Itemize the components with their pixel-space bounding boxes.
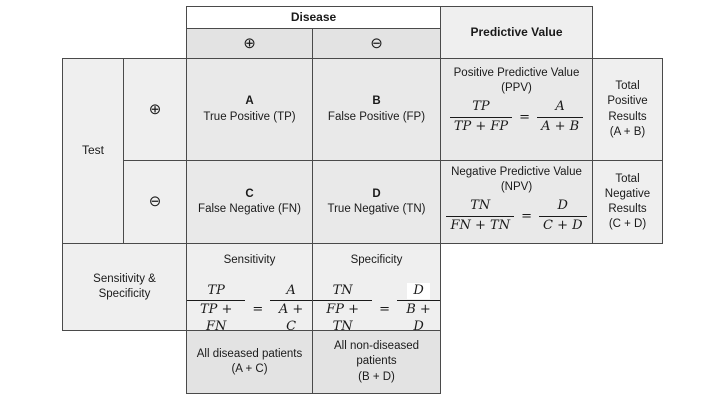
specificity-fraction-2: D B + D — [397, 283, 440, 335]
npv-abbr: (NPV) — [500, 181, 533, 194]
cell-c-letter: C — [245, 187, 254, 200]
ppv-fraction-2: A A + B — [537, 99, 584, 135]
npv-fraction-2: D C + D — [538, 198, 587, 234]
all-diseased-line: (A + C) — [231, 363, 268, 375]
npv-cell: Negative Predictive Value (NPV) TN FN + … — [440, 160, 593, 244]
ppv-cell: Positive Predictive Value (PPV) TP TP + … — [440, 58, 593, 161]
total-negative-line: Total — [615, 172, 640, 185]
all-non-diseased-patients-cell: All non-diseased patients (B + D) — [312, 330, 441, 394]
sens-spec-label-line: Specificity — [98, 288, 151, 300]
circled-minus-icon: ⊖ — [148, 193, 162, 211]
total-negative-line: (C + D) — [608, 218, 647, 231]
disease-positive-column-header: ⊕ — [186, 28, 313, 59]
circled-plus-icon: ⊕ — [243, 34, 256, 52]
cell-a-label: True Positive (TP) — [203, 110, 296, 123]
total-positive-line: Total — [615, 80, 640, 93]
specificity-cell: Specificity TN FP + TN = D B + D — [312, 243, 441, 334]
equals-sign: = — [521, 208, 532, 224]
total-negative-line: Negative — [604, 187, 651, 200]
all-diseased-patients-cell: All diseased patients (A + C) — [186, 330, 313, 394]
npv-fraction-1: TN FN + TN — [446, 198, 515, 234]
cell-d-letter: D — [372, 187, 381, 200]
sensitivity-fraction-2: A A + C — [270, 283, 312, 335]
all-diseased-line: All diseased patients — [196, 347, 303, 360]
cell-false-positive: B False Positive (FP) — [312, 58, 441, 161]
circled-minus-icon: ⊖ — [370, 34, 383, 52]
total-positive-results-cell: Total Positive Results (A + B) — [592, 58, 663, 161]
equals-sign: = — [379, 301, 391, 317]
ppv-formula: TP TP + FP = A A + B — [449, 99, 584, 135]
sensitivity-specificity-row-header: Sensitivity & Specificity — [62, 243, 187, 331]
sensitivity-fraction-1: TP TP + FN — [187, 283, 246, 335]
predictive-value-label: Predictive Value — [470, 24, 563, 39]
total-positive-line: (A + B) — [609, 125, 646, 138]
cell-b-label: False Positive (FP) — [327, 110, 426, 123]
test-positive-row-header: ⊕ — [123, 58, 187, 161]
cell-b-letter: B — [372, 95, 381, 108]
all-non-diseased-line: (B + D) — [358, 370, 395, 383]
specificity-title: Specificity — [350, 254, 403, 266]
all-non-diseased-line: patients — [356, 355, 397, 368]
ppv-title: Positive Predictive Value — [453, 67, 580, 79]
predictive-value-header: Predictive Value — [440, 6, 593, 59]
cell-true-negative: D True Negative (TN) — [312, 160, 441, 244]
ppv-abbr: (PPV) — [501, 82, 532, 95]
equals-sign: = — [252, 301, 264, 317]
sens-spec-label-line: Sensitivity & — [93, 272, 156, 285]
cell-a-letter: A — [245, 95, 254, 108]
equals-sign: = — [519, 109, 531, 125]
sensitivity-formula: TP TP + FN = A A + C — [187, 283, 312, 335]
sensitivity-cell: Sensitivity TP TP + FN = A A + C — [186, 243, 313, 334]
disease-header: Disease — [186, 6, 441, 29]
npv-title: Negative Predictive Value — [451, 166, 582, 178]
total-positive-line: Positive — [607, 95, 648, 108]
sensitivity-title: Sensitivity — [223, 254, 276, 266]
test-label: Test — [81, 143, 104, 158]
total-negative-line: Results — [608, 203, 647, 215]
test-negative-row-header: ⊖ — [123, 160, 187, 244]
cell-d-label: True Negative (TN) — [327, 203, 426, 215]
ppv-fraction-1: TP TP + FP — [449, 99, 513, 135]
all-non-diseased-line: All non-diseased — [333, 340, 420, 353]
circled-plus-icon: ⊕ — [148, 100, 162, 118]
cell-true-positive: A True Positive (TP) — [186, 58, 313, 161]
test-row-header: Test — [62, 58, 124, 244]
highlighted-d: D — [407, 283, 430, 300]
total-positive-line: Results — [608, 110, 647, 123]
disease-header-label: Disease — [290, 9, 337, 24]
npv-formula: TN FN + TN = D C + D — [446, 198, 587, 234]
disease-negative-column-header: ⊖ — [312, 28, 441, 59]
specificity-formula: TN FP + TN = D B + D — [313, 283, 440, 335]
specificity-fraction-1: TN FP + TN — [313, 283, 373, 335]
cell-c-label: False Negative (FN) — [198, 203, 301, 215]
total-negative-results-cell: Total Negative Results (C + D) — [592, 160, 663, 244]
cell-false-negative: C False Negative (FN) — [186, 160, 313, 244]
